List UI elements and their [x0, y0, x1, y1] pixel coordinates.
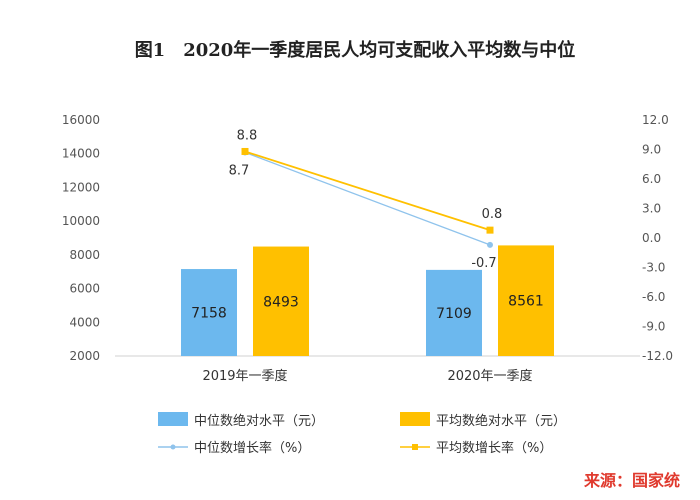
right-tick-label: 6.0 — [642, 172, 661, 186]
point-label: 8.7 — [229, 163, 250, 178]
right-tick-label: 12.0 — [642, 113, 669, 127]
legend: 中位数绝对水平（元） 平均数绝对水平（元） 中位数增长率（%） 平均数增长率（%） — [158, 412, 566, 456]
point-label: -0.7 — [471, 256, 496, 271]
legend-swatch — [158, 412, 188, 426]
right-tick-label: -12.0 — [642, 349, 673, 363]
bar-label: 8561 — [508, 294, 544, 310]
line-point — [241, 147, 249, 155]
left-tick-label: 10000 — [62, 214, 100, 228]
bars: 7158 7109 8493 8561 — [181, 245, 554, 356]
right-tick-label: 3.0 — [642, 202, 661, 216]
right-tick-label: -6.0 — [642, 290, 665, 304]
bar — [253, 246, 309, 356]
bar-label: 7158 — [191, 306, 227, 322]
left-tick-label: 4000 — [69, 315, 100, 329]
source-note: 来源：国家统 — [583, 471, 680, 490]
left-tick-label: 2000 — [69, 349, 100, 363]
bar-label: 8493 — [263, 294, 299, 310]
x-axis-categories: 2019年一季度 2020年一季度 — [202, 368, 532, 384]
right-axis: 12.0 9.0 6.0 3.0 0.0 -3.0 -6.0 -9.0 -12.0 — [642, 113, 673, 363]
bar-label: 7109 — [436, 306, 472, 322]
right-tick-label: 0.0 — [642, 231, 661, 245]
right-tick-label: -9.0 — [642, 320, 665, 334]
right-tick-label: -3.0 — [642, 261, 665, 275]
category-label: 2020年一季度 — [447, 368, 532, 384]
legend-label: 平均数绝对水平（元） — [436, 413, 566, 429]
lines: 8.7 -0.7 8.8 0.8 — [229, 128, 503, 270]
legend-marker — [170, 444, 176, 450]
legend-label: 平均数增长率（%） — [436, 440, 552, 456]
series-line — [244, 150, 491, 231]
legend-label: 中位数增长率（%） — [194, 440, 310, 456]
left-tick-label: 14000 — [62, 147, 100, 161]
legend-swatch — [400, 412, 430, 426]
series-line — [244, 151, 491, 246]
chart-title: 图1 2020年一季度居民人均可支配收入平均数与中位 — [135, 39, 576, 61]
line-point — [486, 226, 494, 234]
right-tick-label: 9.0 — [642, 143, 661, 157]
legend-label: 中位数绝对水平（元） — [194, 413, 324, 429]
left-tick-label: 16000 — [62, 113, 100, 127]
bar — [181, 269, 237, 356]
left-tick-label: 12000 — [62, 180, 100, 194]
point-label: 0.8 — [482, 207, 503, 222]
point-label: 8.8 — [237, 128, 258, 143]
legend-marker — [412, 444, 418, 450]
left-tick-label: 8000 — [69, 248, 100, 262]
bar — [498, 245, 554, 356]
category-label: 2019年一季度 — [202, 368, 287, 384]
left-tick-label: 6000 — [69, 282, 100, 296]
line-point — [487, 241, 493, 248]
bar — [426, 269, 482, 356]
left-axis: 16000 14000 12000 10000 8000 6000 4000 2000 — [62, 113, 100, 363]
